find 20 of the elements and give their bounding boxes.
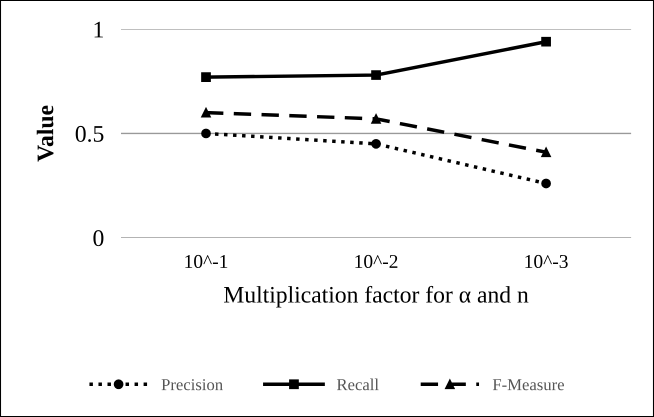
y-tick-label: 1 (94, 22, 103, 38)
legend-label: Precision (162, 379, 223, 390)
x-tick-label: 10^-1 (185, 254, 228, 268)
y-tick-label: 0 (93, 230, 104, 246)
point (371, 139, 381, 149)
x-axis-title: Multiplication factor for α and n (224, 286, 528, 308)
x-tick-label: 10^-2 (355, 254, 398, 268)
point (201, 128, 211, 138)
point (371, 70, 381, 80)
point (201, 108, 211, 118)
point (541, 147, 551, 158)
legend-label: Recall (336, 378, 379, 390)
legend-label: F-Measure (492, 379, 564, 390)
point (541, 178, 551, 188)
y-axis-title: Value (36, 106, 54, 162)
y-tick-label: 0.5 (76, 126, 104, 142)
point (201, 72, 211, 82)
point (541, 36, 551, 47)
point (371, 114, 381, 124)
x-tick-label: 10^-3 (525, 254, 568, 268)
